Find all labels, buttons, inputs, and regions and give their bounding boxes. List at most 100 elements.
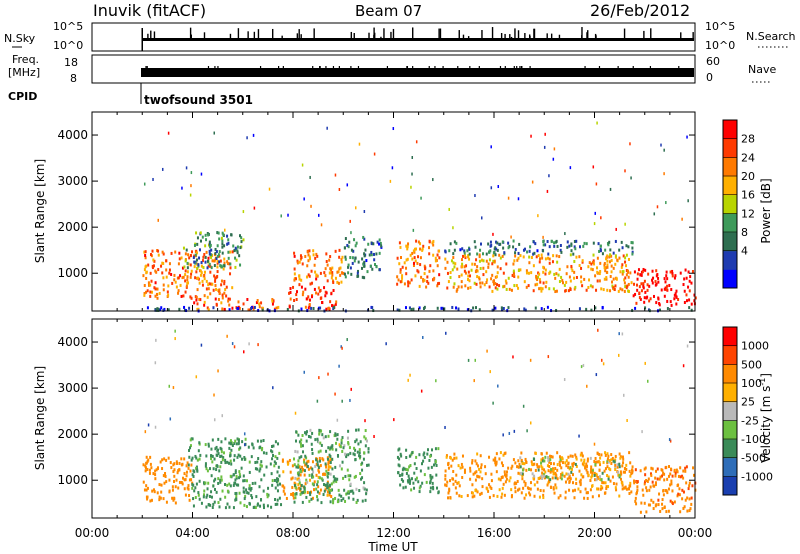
heatmap-cell [216,449,219,453]
heatmap-cell [555,239,558,243]
heatmap-cell [162,283,165,287]
heatmap-cell [396,275,399,279]
x-tick-label: 20:00 [577,526,612,540]
heatmap-cell [618,462,621,466]
heatmap-cell [340,345,342,349]
heatmap-cell [323,286,326,290]
heatmap-cell [590,262,593,266]
heatmap-cell [203,303,206,307]
heatmap-cell [633,270,636,274]
heatmap-cell [316,463,319,467]
heatmap-cell [309,435,312,439]
heatmap-cell [469,274,472,278]
heatmap-cell [546,483,549,487]
heatmap-cell [238,470,241,474]
heatmap-cell [242,210,245,214]
heatmap-cell [355,241,358,245]
heatmap-cell [198,497,201,501]
heatmap-cell [665,287,668,291]
heatmap-cell [621,332,624,336]
heatmap-cell [328,258,331,262]
heatmap-cell [467,255,470,259]
heatmap-cell [243,479,246,483]
heatmap-cell [198,256,201,260]
heatmap-cell [688,306,691,310]
heatmap-cell [511,464,514,468]
heatmap-cell [211,505,214,509]
heatmap-cell [596,476,599,480]
heatmap-cell [164,471,167,475]
noise-spike [247,31,249,39]
heatmap-cell [467,278,470,282]
heatmap-cell [542,281,545,285]
heatmap-cell [624,276,627,280]
heatmap-cell [351,261,354,265]
heatmap-cell [214,277,217,281]
heatmap-cell [201,279,204,283]
heatmap-cell [570,470,573,474]
heatmap-cell [254,461,257,465]
heatmap-cell [300,444,303,448]
heatmap-cell [231,250,234,254]
colorbar-swatch [723,327,737,347]
heatmap-cell [623,470,626,474]
heatmap-cell [326,456,329,460]
heatmap-cell [574,285,577,289]
heatmap-cell [594,274,597,278]
velocity-ylabel: Slant Range [km] [33,366,47,470]
heatmap-cell [501,464,504,468]
heatmap-cell [331,271,334,275]
heatmap-cell [214,477,217,481]
heatmap-cell [498,457,501,461]
heatmap-cell [530,468,533,472]
heatmap-cell [199,269,202,273]
heatmap-cell [333,305,336,309]
heatmap-cell [419,247,422,251]
heatmap-cell [200,501,203,505]
heatmap-cell [153,488,156,492]
heatmap-cell [456,288,459,292]
heatmap-cell [190,463,193,467]
heatmap-cell [428,246,431,250]
heatmap-cell [155,308,158,312]
heatmap-cell [450,464,453,468]
heatmap-cell [541,287,544,291]
heatmap-cell [357,269,360,273]
noise-spike [500,33,503,39]
heatmap-cell [455,289,458,293]
heatmap-cell [526,429,528,433]
heatmap-cell [309,466,312,470]
heatmap-cell [295,297,298,301]
heatmap-cell [523,462,526,466]
heatmap-cell [496,241,499,245]
heatmap-cell [627,275,630,279]
heatmap-cell [668,438,671,442]
heatmap-cell [651,278,654,282]
heatmap-cell [590,267,593,271]
heatmap-cell [415,455,418,459]
heatmap-cell [145,264,148,268]
heatmap-cell [180,457,183,461]
heatmap-cell [200,261,203,265]
heatmap-cell [169,461,172,465]
noise-spike [190,34,192,39]
heatmap-cell [300,491,303,495]
heatmap-cell [599,249,602,253]
heatmap-cell [246,491,249,495]
heatmap-cell [213,131,216,135]
noise-spike [510,36,513,39]
colorbar-tick-label: -1000 [741,470,773,483]
heatmap-cell [274,440,277,444]
heatmap-cell [210,253,213,257]
heatmap-cell [688,289,691,293]
heatmap-cell [422,459,425,463]
nave-spike [325,66,327,68]
heatmap-cell [315,291,318,295]
heatmap-cell [214,447,217,451]
heatmap-cell [679,271,682,275]
colorbar-swatch [723,457,737,477]
heatmap-cell [448,249,451,253]
heatmap-cell [226,262,229,266]
nave-spike [207,66,210,68]
y-tick-label: 2000 [57,220,88,234]
